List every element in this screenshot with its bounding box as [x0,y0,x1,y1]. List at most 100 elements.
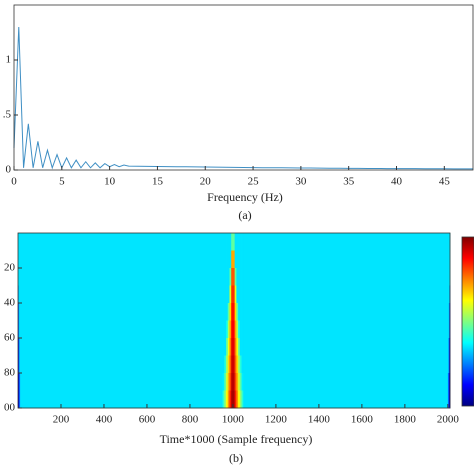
heatmap-cell [18,233,20,251]
heatmap-cell [241,285,244,304]
heatmap-cell [448,355,450,374]
heatmap-cell [19,338,21,356]
heatmap-cell [448,250,450,269]
heatmap-cell [229,250,232,269]
heatmap-cell [448,285,450,304]
plot-frame [17,232,451,409]
heatmap-cell [243,303,448,321]
heatmap-cell [224,285,227,304]
heatmap-cell [227,303,230,321]
heatmap-cell [448,355,450,374]
heatmap-cell [18,285,20,304]
heatmap-cell [229,233,232,251]
heatmap-cell [227,285,230,304]
heatmap-cell [19,390,21,409]
heatmap-cell [229,320,232,339]
heatmap-cell [448,320,450,339]
heatmap-cell [19,320,21,339]
x-tick-label: 1400 [308,414,331,426]
heatmap-cell [448,303,450,321]
heatmap-cell [243,338,448,356]
heatmap-cell [224,373,227,391]
heatmap-cell [238,373,241,391]
heatmap-cell [238,338,241,356]
heatmap-cell [19,233,21,251]
heatmap-cell [238,285,241,304]
heatmap-cell [18,268,20,286]
heatmap-cell [18,233,20,251]
heatmap-cell [231,250,234,269]
heatmap-cell [239,303,242,321]
heatmap-cell [18,373,20,391]
x-tick-label: 5 [59,176,65,188]
heatmap-cell [224,250,227,269]
heatmap-cell [222,320,225,339]
heatmap-cells [18,233,451,409]
heatmap-cell [236,390,239,409]
heatmap-cell [18,338,20,356]
x-tick-label: 20 [200,176,212,188]
x-tick-label: 600 [139,414,156,426]
heatmap-cell [224,355,227,374]
x-tick-label: 1000 [222,414,245,426]
heatmap-cell [448,233,450,251]
heatmap-cell [239,338,242,356]
heatmap-cell [238,233,241,251]
heatmap-cell [19,268,21,286]
x-axis-label: Time*1000 (Sample frequency) [160,432,313,446]
heatmap-cell [226,390,229,409]
heatmap-cell [239,250,242,269]
heatmap-cell [19,390,21,409]
x-tick-label: 35 [343,176,355,188]
heatmap-cell [239,285,242,304]
x-tick-label: 15 [152,176,164,188]
x-tick-label: 10 [104,176,116,188]
heatmap-cell [19,233,21,251]
x-tick-label: 1600 [351,414,374,426]
heatmap-cell [226,285,229,304]
x-tick-label: 200 [53,414,70,426]
heatmap-cell [222,373,225,391]
heatmap-cell [448,233,450,251]
heatmap-cell [18,303,20,321]
heatmap-cell [243,320,448,339]
heatmap-cell [224,303,227,321]
heatmap-cell [20,250,224,269]
heatmap-cell [226,338,229,356]
heatmap-cell [226,373,229,391]
heatmap-cell [227,373,230,391]
heatmap-cell [227,338,230,356]
heatmap-cell [241,268,244,286]
heatmap-cell [227,355,230,374]
heatmap-cell [448,390,450,409]
x-tick-label: 400 [96,414,113,426]
heatmap-cell [447,355,449,374]
heatmap-cell [20,285,224,304]
heatmap-cell [236,320,239,339]
heatmap-cell [222,390,225,409]
x-tick-label: 800 [182,414,199,426]
heatmap-cell [232,268,236,286]
heatmap-cell [20,355,224,374]
heatmap-cell [18,285,20,304]
heatmap-cell [236,303,239,321]
heatmap-cell [222,250,225,269]
heatmap-cell [239,390,242,409]
heatmap-cell [19,320,21,339]
heatmap-cell [447,390,449,409]
heatmap-cell [231,355,234,374]
heatmap-cell [227,233,230,251]
heatmap-cell [241,390,244,409]
heatmap-cell [18,268,20,286]
heatmap-cell [236,355,239,374]
x-tick-label: 25 [248,176,260,188]
heatmap-cell [231,373,234,391]
heatmap-cell [18,303,20,321]
heatmap-cell [241,303,244,321]
heatmap-cell [18,250,20,269]
heatmap-cell [447,268,449,286]
heatmap-cell [222,338,225,356]
heatmap-cell [243,268,448,286]
heatmap-cell [227,320,230,339]
heatmap-cell [231,303,234,321]
